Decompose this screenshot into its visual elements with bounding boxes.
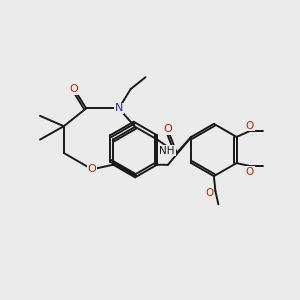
Text: O: O — [70, 84, 79, 94]
Text: N: N — [115, 103, 123, 113]
Text: O: O — [246, 121, 254, 130]
Text: O: O — [88, 164, 96, 174]
Text: NH: NH — [160, 146, 175, 156]
Text: O: O — [164, 124, 172, 134]
Text: O: O — [205, 188, 214, 197]
Text: O: O — [246, 167, 254, 177]
